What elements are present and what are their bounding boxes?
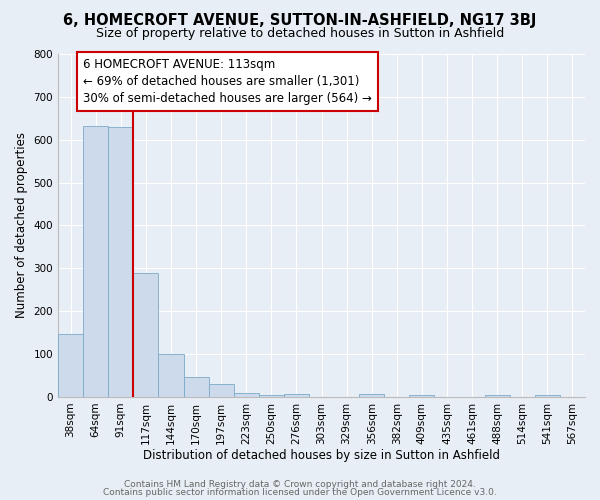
Bar [184, 377, 209, 397]
Bar [58, 334, 83, 397]
Bar [284, 394, 309, 397]
Bar [409, 395, 434, 397]
Text: 6, HOMECROFT AVENUE, SUTTON-IN-ASHFIELD, NG17 3BJ: 6, HOMECROFT AVENUE, SUTTON-IN-ASHFIELD,… [64, 12, 536, 28]
Text: Contains public sector information licensed under the Open Government Licence v3: Contains public sector information licen… [103, 488, 497, 497]
Bar [108, 127, 133, 397]
Bar [535, 395, 560, 397]
Bar [233, 392, 259, 397]
Text: Contains HM Land Registry data © Crown copyright and database right 2024.: Contains HM Land Registry data © Crown c… [124, 480, 476, 489]
Bar [158, 354, 184, 397]
Text: Size of property relative to detached houses in Sutton in Ashfield: Size of property relative to detached ho… [96, 28, 504, 40]
Y-axis label: Number of detached properties: Number of detached properties [15, 132, 28, 318]
Bar [209, 384, 233, 397]
Bar [485, 395, 510, 397]
X-axis label: Distribution of detached houses by size in Sutton in Ashfield: Distribution of detached houses by size … [143, 450, 500, 462]
Bar [259, 395, 284, 397]
Text: 6 HOMECROFT AVENUE: 113sqm
← 69% of detached houses are smaller (1,301)
30% of s: 6 HOMECROFT AVENUE: 113sqm ← 69% of deta… [83, 58, 372, 106]
Bar [83, 126, 108, 397]
Bar [133, 274, 158, 397]
Bar [359, 394, 384, 397]
